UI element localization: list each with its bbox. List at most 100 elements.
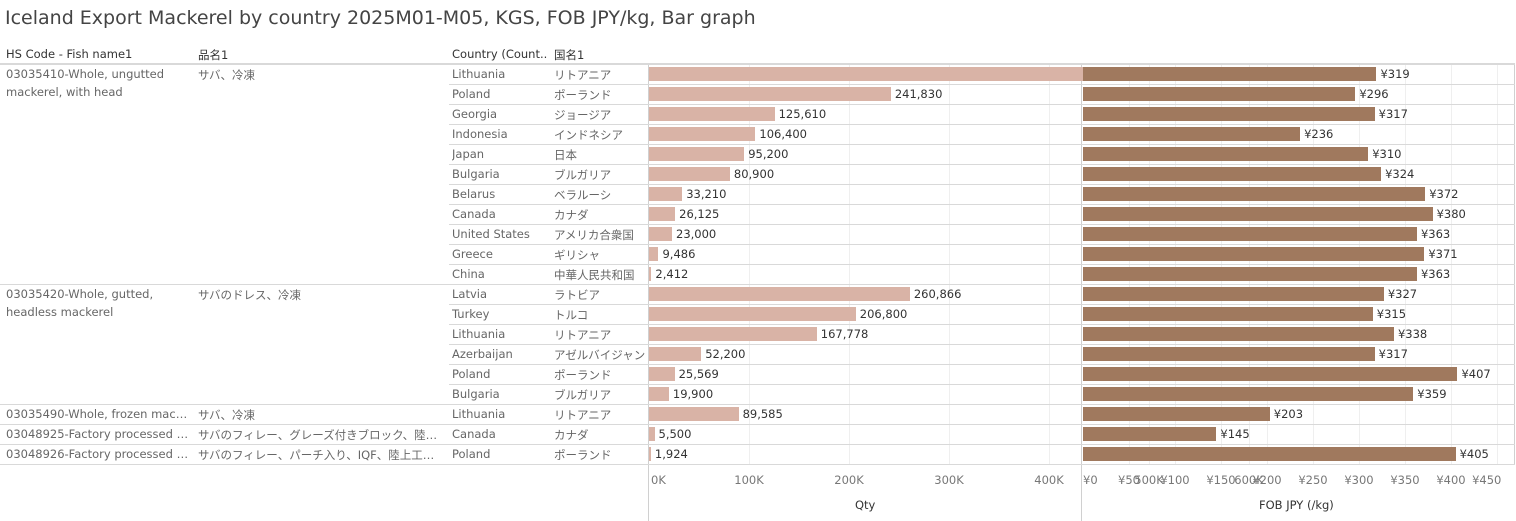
qty-bar[interactable] <box>649 127 756 141</box>
country-ja-cell[interactable]: ポーランド <box>554 88 612 102</box>
fob-bar[interactable] <box>1083 267 1417 281</box>
country-cell[interactable]: Poland <box>452 367 491 381</box>
country-ja-cell[interactable]: カナダ <box>554 208 589 222</box>
fob-bar[interactable] <box>1083 307 1373 321</box>
country-cell[interactable]: Lithuania <box>452 67 506 81</box>
fish-name-ja-cell[interactable]: サバのフィレー、グレーズ付きブロック、陸上工場、冷.. <box>198 428 438 442</box>
country-cell[interactable]: Bulgaria <box>452 167 500 181</box>
country-cell[interactable]: Japan <box>452 147 485 161</box>
country-ja-cell[interactable]: ギリシャ <box>554 248 600 262</box>
fish-name-ja-cell[interactable]: サバ、冷凍 <box>198 408 256 422</box>
header-hs-code[interactable]: HS Code - Fish name1 <box>6 47 133 61</box>
fob-bar[interactable] <box>1083 287 1384 301</box>
qty-bar[interactable] <box>649 347 702 361</box>
country-cell[interactable]: Azerbaijan <box>452 347 513 361</box>
fob-bar[interactable] <box>1083 327 1394 341</box>
qty-bar[interactable] <box>649 327 817 341</box>
qty-axis-line <box>648 64 649 521</box>
country-cell[interactable]: Georgia <box>452 107 498 121</box>
country-ja-cell[interactable]: トルコ <box>554 308 589 322</box>
fob-bar[interactable] <box>1083 127 1301 141</box>
country-cell[interactable]: China <box>452 267 485 281</box>
qty-bar[interactable] <box>649 247 659 261</box>
country-ja-cell[interactable]: アゼルバイジャン <box>554 348 646 362</box>
country-ja-cell[interactable]: ポーランド <box>554 368 612 382</box>
country-ja-cell[interactable]: ポーランド <box>554 448 612 462</box>
country-cell[interactable]: United States <box>452 227 530 241</box>
qty-bar[interactable] <box>649 87 891 101</box>
fob-tick-label: ¥0 <box>1083 473 1098 487</box>
fob-bar[interactable] <box>1083 407 1270 421</box>
row-divider <box>449 104 1515 105</box>
country-ja-cell[interactable]: 中華人民共和国 <box>554 268 635 282</box>
country-cell[interactable]: Lithuania <box>452 407 506 421</box>
qty-bar[interactable] <box>649 67 1187 81</box>
qty-bar[interactable] <box>649 207 676 221</box>
country-ja-cell[interactable]: リトアニア <box>554 408 612 422</box>
country-ja-cell[interactable]: リトアニア <box>554 68 612 82</box>
country-cell[interactable]: Turkey <box>452 307 490 321</box>
country-ja-cell[interactable]: カナダ <box>554 428 589 442</box>
header-fish-ja[interactable]: 品名1 <box>198 48 229 62</box>
fob-bar[interactable] <box>1083 347 1375 361</box>
fob-bar[interactable] <box>1083 147 1369 161</box>
header-country[interactable]: Country (Count.. <box>452 47 548 61</box>
fish-name-ja-cell[interactable]: サバのドレス、冷凍 <box>198 288 302 302</box>
qty-bar[interactable] <box>649 267 652 281</box>
table-bottom-line <box>0 464 1515 465</box>
country-ja-cell[interactable]: ブルガリア <box>554 168 612 182</box>
fob-bar[interactable] <box>1083 187 1426 201</box>
qty-bar[interactable] <box>649 107 775 121</box>
qty-bar[interactable] <box>649 367 675 381</box>
fish-name-ja-cell[interactable]: サバ、冷凍 <box>198 68 256 82</box>
country-cell[interactable]: Lithuania <box>452 327 506 341</box>
country-cell[interactable]: Bulgaria <box>452 387 500 401</box>
fob-bar[interactable] <box>1083 107 1375 121</box>
qty-bar[interactable] <box>649 287 910 301</box>
country-ja-cell[interactable]: インドネシア <box>554 128 623 142</box>
fob-bar[interactable] <box>1083 87 1356 101</box>
fob-bar[interactable] <box>1083 367 1458 381</box>
country-ja-cell[interactable]: 日本 <box>554 148 577 162</box>
country-cell[interactable]: Belarus <box>452 187 496 201</box>
country-cell[interactable]: Greece <box>452 247 493 261</box>
qty-bar[interactable] <box>649 307 856 321</box>
fob-bar[interactable] <box>1083 67 1377 81</box>
hs-code-cell[interactable]: 03035410-Whole, ungutted mackerel, with … <box>6 67 165 99</box>
country-ja-cell[interactable]: アメリカ合衆国 <box>554 228 634 242</box>
qty-bar[interactable] <box>649 387 669 401</box>
fob-label: ¥317 <box>1378 107 1408 121</box>
country-cell[interactable]: Poland <box>452 87 491 101</box>
hs-code-cell[interactable]: 03048926-Factory processed m.. <box>6 447 192 461</box>
hs-code-cell[interactable]: 03035490-Whole, frozen macke.. <box>6 407 192 421</box>
country-cell[interactable]: Latvia <box>452 287 488 301</box>
country-ja-cell[interactable]: ジョージア <box>554 108 612 122</box>
fob-bar[interactable] <box>1083 227 1417 241</box>
country-cell[interactable]: Indonesia <box>452 127 508 141</box>
qty-bar[interactable] <box>649 427 655 441</box>
qty-bar[interactable] <box>649 167 730 181</box>
fob-bar[interactable] <box>1083 387 1414 401</box>
country-ja-cell[interactable]: ラトビア <box>554 288 600 302</box>
hs-code-cell[interactable]: 03035420-Whole, gutted, headless mackere… <box>6 287 154 319</box>
country-ja-cell[interactable]: リトアニア <box>554 328 612 342</box>
country-cell[interactable]: Canada <box>452 427 496 441</box>
country-ja-cell[interactable]: ベラルーシ <box>554 188 612 202</box>
hs-code-cell[interactable]: 03048925-Factory processed m.. <box>6 427 192 441</box>
country-cell[interactable]: Poland <box>452 447 491 461</box>
country-ja-cell[interactable]: ブルガリア <box>554 388 612 402</box>
fob-bar[interactable] <box>1083 247 1425 261</box>
fob-bar[interactable] <box>1083 427 1217 441</box>
qty-bar[interactable] <box>649 447 651 461</box>
header-country-ja[interactable]: 国名1 <box>554 48 585 62</box>
qty-bar[interactable] <box>649 187 683 201</box>
qty-bar[interactable] <box>649 407 739 421</box>
fob-bar[interactable] <box>1083 167 1382 181</box>
qty-bar[interactable] <box>649 227 672 241</box>
qty-bar[interactable] <box>649 147 745 161</box>
fob-bar[interactable] <box>1083 447 1456 461</box>
fish-name-ja-cell[interactable]: サバのフィレー、パーチ入り、IQF、陸上工場、冷凍 <box>198 448 438 462</box>
fob-bar[interactable] <box>1083 207 1433 221</box>
country-cell[interactable]: Canada <box>452 207 496 221</box>
fob-axis-title: FOB JPY (/kg) <box>1259 498 1334 512</box>
